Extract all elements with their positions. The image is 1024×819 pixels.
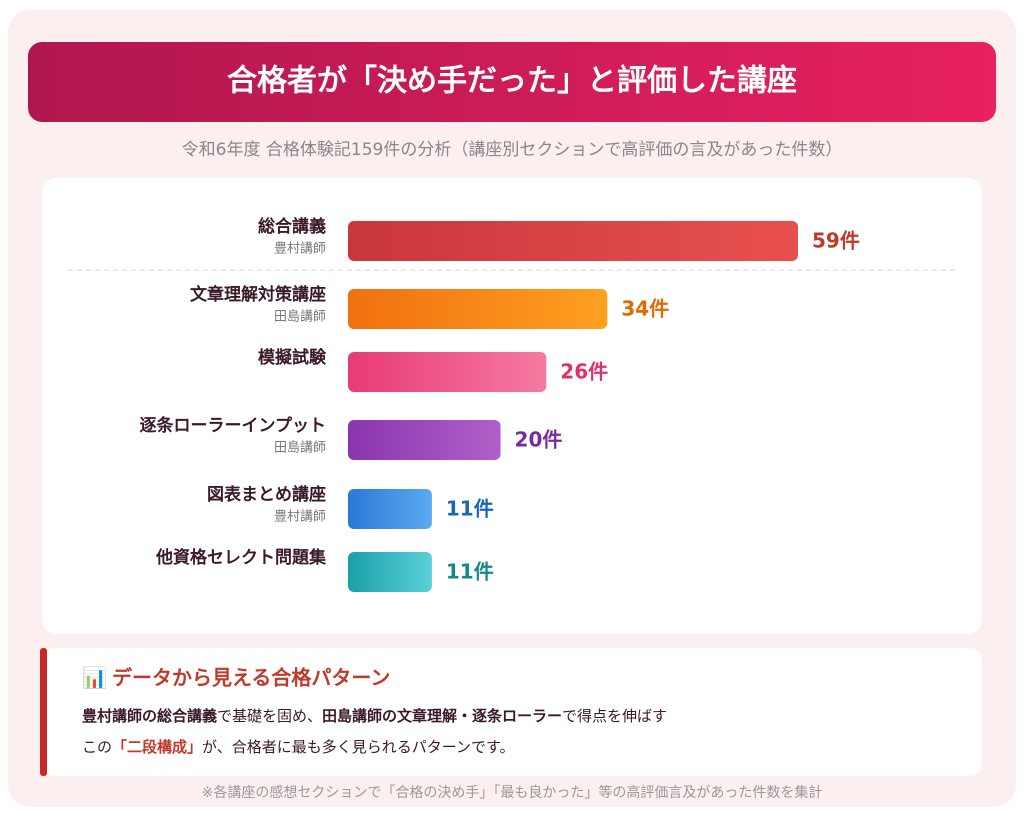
value-label: 26件	[560, 360, 608, 384]
category-label: 他資格セレクト問題集	[155, 547, 327, 568]
bar	[348, 552, 432, 592]
category-label: 模擬試験	[258, 347, 327, 368]
insight-text: 田島講師の文章理解・逐条ローラー	[322, 707, 562, 725]
insight-accent	[40, 648, 47, 776]
category-sublabel: 豊村講師	[274, 241, 326, 257]
insight-text: 「二段構成」	[112, 738, 202, 756]
bar	[348, 352, 547, 392]
insight-icon: 📊	[82, 666, 107, 690]
insight-line: 豊村講師の総合講義で基礎を固め、田島講師の文章理解・逐条ローラーで得点を伸ばす	[82, 707, 667, 725]
category-label: 逐条ローラーインプット	[140, 415, 327, 436]
category-sublabel: 田島講師	[274, 440, 326, 456]
insight-text: で基礎を固め、	[217, 707, 322, 725]
insight-text: 豊村講師の総合講義	[82, 707, 217, 725]
category-label: 総合講義	[258, 216, 326, 237]
subtitle: 令和6年度 合格体験記159件の分析（講座別セクションで高評価の言及があった件数…	[182, 140, 843, 160]
bar	[348, 289, 608, 329]
bar	[348, 420, 501, 460]
value-label: 11件	[446, 497, 494, 521]
category-label: 文章理解対策講座	[190, 284, 326, 305]
value-label: 59件	[812, 229, 860, 253]
category-label: 図表まとめ講座	[207, 484, 326, 505]
insight-line: この「二段構成」が、合格者に最も多く見られるパターンです。	[82, 738, 514, 756]
insight-title: データから見える合格パターン	[112, 666, 390, 690]
value-label: 11件	[446, 560, 494, 584]
chart-title: 合格者が「決め手だった」と評価した講座	[227, 64, 797, 99]
bar	[348, 221, 798, 261]
value-label: 34件	[621, 297, 669, 321]
value-label: 20件	[515, 428, 563, 452]
bar	[348, 489, 432, 529]
insight-box	[42, 648, 982, 776]
title-banner	[28, 42, 996, 122]
category-sublabel: 田島講師	[274, 309, 326, 325]
chart-card	[42, 178, 982, 634]
insight-text: で得点を伸ばす	[562, 707, 667, 725]
category-sublabel: 豊村講師	[274, 509, 326, 525]
insight-text: が、合格者に最も多く見られるパターンです。	[202, 738, 514, 756]
insight-text: この	[82, 738, 112, 756]
footnote: ※各講座の感想セクションで「合格の決め手」「最も良かった」等の高評価言及があった…	[202, 784, 823, 801]
